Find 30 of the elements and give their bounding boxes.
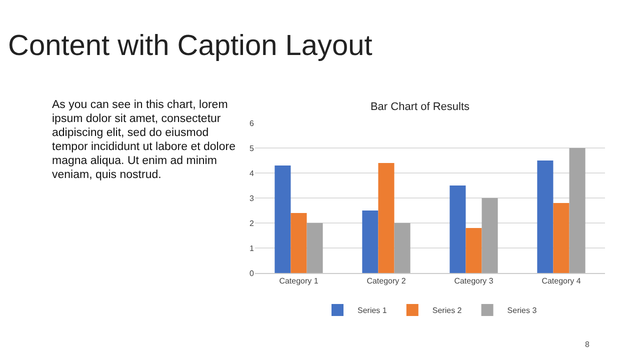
y-tick-label: 3 (250, 194, 255, 203)
text: As you can see in this chart, lorem ipsum dolor sit amet, consectetur adipiscing elit, sed do eiusmod tempor incididunt ut labore et dolore magna aliqua. Ut enim ad minim veniam, quis nostrud. (52, 98, 236, 182)
bar (362, 210, 378, 273)
legend-label: Series 3 (507, 306, 538, 316)
y-tick-label: 4 (250, 168, 255, 178)
bar (537, 160, 554, 273)
y-tick-label: 5 (250, 144, 255, 153)
bar (450, 186, 466, 273)
x-tick-label: Category 1 (279, 276, 319, 286)
text: 8 (585, 340, 590, 349)
y-tick-label: 1 (250, 244, 255, 253)
y-tick-label: 2 (250, 218, 255, 228)
chart-title: Content with Caption Layout (8, 30, 372, 63)
bar (394, 223, 410, 273)
legend-label: Series 2 (432, 306, 462, 316)
bar (378, 163, 394, 273)
y-tick-label: 6 (250, 118, 255, 128)
bar (290, 213, 307, 273)
chart-subtitle: Bar Chart of Results (370, 100, 470, 113)
bar (274, 166, 291, 273)
x-tick-label: Category 3 (454, 276, 494, 286)
x-tick-label: Category 2 (366, 276, 406, 286)
bar (466, 228, 482, 273)
bar (569, 148, 586, 273)
y-tick-label: 0 (250, 268, 255, 278)
x-tick-label: Category 4 (542, 276, 582, 286)
bar (306, 223, 323, 273)
bar (482, 198, 498, 273)
legend-label: Series 1 (358, 306, 388, 316)
bar (553, 203, 570, 273)
